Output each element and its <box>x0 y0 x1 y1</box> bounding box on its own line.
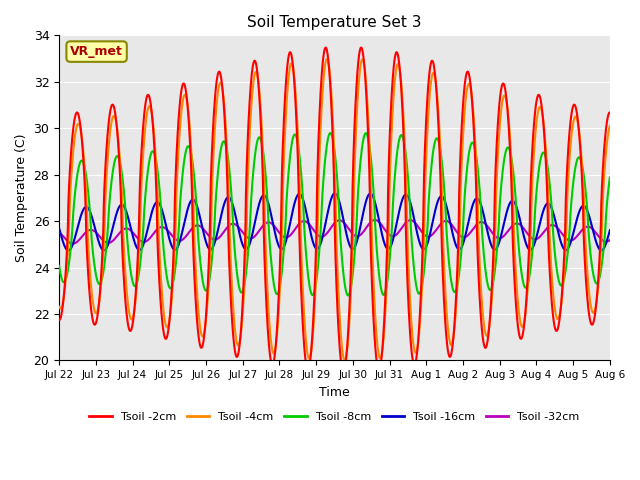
Y-axis label: Soil Temperature (C): Soil Temperature (C) <box>15 133 28 262</box>
Legend: Tsoil -2cm, Tsoil -4cm, Tsoil -8cm, Tsoil -16cm, Tsoil -32cm: Tsoil -2cm, Tsoil -4cm, Tsoil -8cm, Tsoi… <box>85 408 584 426</box>
X-axis label: Time: Time <box>319 386 350 399</box>
Title: Soil Temperature Set 3: Soil Temperature Set 3 <box>247 15 422 30</box>
Text: VR_met: VR_met <box>70 45 123 58</box>
